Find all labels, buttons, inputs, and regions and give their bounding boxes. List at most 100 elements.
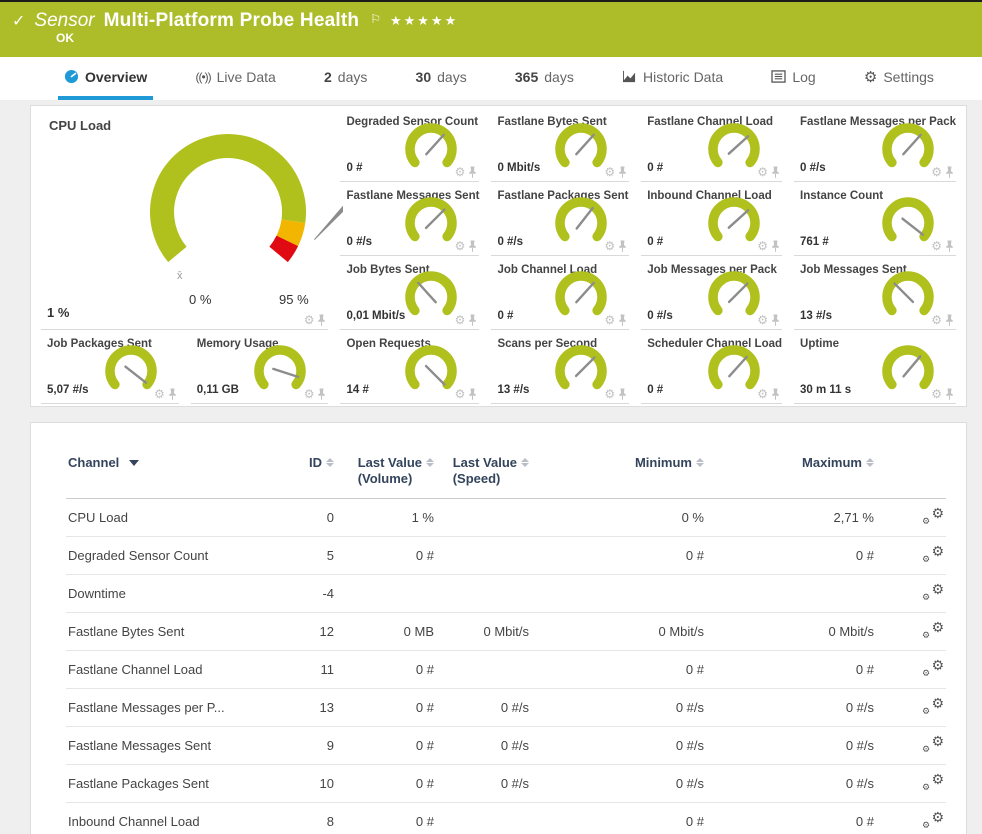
- pin-icon[interactable]: [168, 388, 177, 400]
- column-header-max[interactable]: Maximum: [706, 441, 876, 498]
- gauge: [401, 341, 461, 399]
- gauge-tile-uptime: Uptime30 m 11 s⚙: [794, 330, 956, 404]
- channel-settings-icon[interactable]: ⚙⚙: [922, 698, 944, 714]
- tab-settings[interactable]: ⚙Settings: [858, 57, 940, 100]
- gear-icon[interactable]: ⚙: [931, 315, 942, 325]
- cell-channel: Fastlane Messages per P...: [66, 688, 276, 726]
- average-marker: x̄: [177, 270, 183, 282]
- pin-icon[interactable]: [618, 388, 627, 400]
- pin-icon[interactable]: [945, 314, 954, 326]
- table-row-degraded-sensor-count[interactable]: Degraded Sensor Count50 #0 #0 #⚙⚙: [66, 536, 946, 574]
- column-header-channel[interactable]: Channel: [66, 441, 276, 498]
- cpu-gauge: [113, 130, 343, 300]
- pin-icon[interactable]: [771, 388, 780, 400]
- table-row-fastlane-bytes-sent[interactable]: Fastlane Bytes Sent120 MB0 Mbit/s0 Mbit/…: [66, 612, 946, 650]
- column-header-speed[interactable]: Last Value(Speed): [436, 441, 531, 498]
- sort-icon: [696, 458, 704, 467]
- gear-icon[interactable]: ⚙: [455, 315, 466, 325]
- gauge-value: 0 #: [647, 162, 663, 174]
- table-row-downtime[interactable]: Downtime-4⚙⚙: [66, 574, 946, 612]
- pin-icon[interactable]: [618, 314, 627, 326]
- column-header-volume[interactable]: Last Value(Volume): [336, 441, 436, 498]
- gauge-value: 761 #: [800, 236, 829, 248]
- cell-actions: ⚙⚙: [876, 536, 946, 574]
- cell-actions: ⚙⚙: [876, 802, 946, 834]
- channel-settings-icon[interactable]: ⚙⚙: [922, 546, 944, 562]
- pin-icon[interactable]: [317, 388, 326, 400]
- channel-settings-icon[interactable]: ⚙⚙: [922, 812, 944, 828]
- tab-log[interactable]: Log: [765, 57, 821, 100]
- pin-icon[interactable]: [468, 166, 477, 178]
- gear-icon[interactable]: ⚙: [931, 241, 942, 251]
- gear-icon[interactable]: ⚙: [931, 389, 942, 399]
- gear-icon[interactable]: ⚙: [604, 389, 615, 399]
- column-header-min[interactable]: Minimum: [531, 441, 706, 498]
- gauge-value: 30 m 11 s: [800, 384, 851, 396]
- priority-stars[interactable]: ★★★★★: [390, 13, 458, 29]
- gear-icon[interactable]: ⚙: [757, 315, 768, 325]
- pin-icon[interactable]: [618, 240, 627, 252]
- pin-icon[interactable]: [468, 388, 477, 400]
- channel-settings-icon[interactable]: ⚙⚙: [922, 584, 944, 600]
- tab-label: Live Data: [217, 69, 276, 85]
- gear-icon[interactable]: ⚙: [757, 389, 768, 399]
- table-row-fastlane-packages-sent[interactable]: Fastlane Packages Sent100 #0 #/s0 #/s0 #…: [66, 764, 946, 802]
- gear-icon[interactable]: ⚙: [604, 241, 615, 251]
- gear-icon[interactable]: ⚙: [304, 389, 315, 399]
- gear-icon[interactable]: ⚙: [604, 315, 615, 325]
- cell-channel: CPU Load: [66, 498, 276, 536]
- pin-icon[interactable]: [317, 314, 326, 326]
- column-header-id[interactable]: ID: [276, 441, 336, 498]
- log-icon: [771, 70, 786, 83]
- table-row-fastlane-messages-sent[interactable]: Fastlane Messages Sent90 #0 #/s0 #/s0 #/…: [66, 726, 946, 764]
- pin-icon[interactable]: [771, 166, 780, 178]
- gauge-tile-job-bytes-sent: Job Bytes Sent0,01 Mbit/s⚙: [340, 256, 479, 330]
- gauge: [250, 341, 310, 399]
- table-row-inbound-channel-load[interactable]: Inbound Channel Load80 #0 #0 #⚙⚙: [66, 802, 946, 834]
- sort-icon: [521, 458, 529, 467]
- pin-icon[interactable]: [945, 166, 954, 178]
- cell-id: 8: [276, 802, 336, 834]
- cell-max: 0 #/s: [706, 688, 876, 726]
- pin-icon[interactable]: [771, 240, 780, 252]
- pin-icon[interactable]: [945, 240, 954, 252]
- gear-icon[interactable]: ⚙: [154, 389, 165, 399]
- cell-id: 10: [276, 764, 336, 802]
- pin-icon[interactable]: [468, 240, 477, 252]
- channel-settings-icon[interactable]: ⚙⚙: [922, 736, 944, 752]
- gauge-value: 0 #: [647, 236, 663, 248]
- pin-icon[interactable]: [771, 314, 780, 326]
- gauge-needle: [427, 135, 444, 154]
- pin-icon[interactable]: [945, 388, 954, 400]
- pin-icon[interactable]: [618, 166, 627, 178]
- flag-icon[interactable]: ⚐: [370, 12, 381, 26]
- cell-actions: ⚙⚙: [876, 726, 946, 764]
- table-row-fastlane-channel-load[interactable]: Fastlane Channel Load110 #0 #0 #⚙⚙: [66, 650, 946, 688]
- gauge-tile-scheduler-channel-load: Scheduler Channel Load0 #⚙: [641, 330, 782, 404]
- tab-overview[interactable]: Overview: [58, 57, 153, 100]
- pin-icon[interactable]: [468, 314, 477, 326]
- gear-icon[interactable]: ⚙: [304, 315, 315, 325]
- scale-min-label: 0 %: [189, 292, 211, 307]
- gear-icon[interactable]: ⚙: [931, 167, 942, 177]
- tab-30-days[interactable]: 30days: [410, 57, 473, 100]
- table-row-fastlane-messages-per-p[interactable]: Fastlane Messages per P...130 #0 #/s0 #/…: [66, 688, 946, 726]
- channel-settings-icon[interactable]: ⚙⚙: [922, 622, 944, 638]
- gear-icon[interactable]: ⚙: [455, 241, 466, 251]
- channel-settings-icon[interactable]: ⚙⚙: [922, 774, 944, 790]
- gear-icon[interactable]: ⚙: [455, 167, 466, 177]
- content-area: CPU Load x̄ 0 % 95 % 1 % ⚙ Degraded Sens…: [0, 100, 982, 834]
- table-row-cpu-load[interactable]: CPU Load01 %0 %2,71 %⚙⚙: [66, 498, 946, 536]
- gear-icon[interactable]: ⚙: [757, 241, 768, 251]
- tab-live-data[interactable]: ((•))Live Data: [189, 57, 281, 100]
- channel-settings-icon[interactable]: ⚙⚙: [922, 660, 944, 676]
- channel-settings-icon[interactable]: ⚙⚙: [922, 508, 944, 524]
- cell-min: 0 Mbit/s: [531, 612, 706, 650]
- tab-bar: Overview ((•))Live Data 2days 30days 365days…: [0, 57, 982, 100]
- tab-2-days[interactable]: 2days: [318, 57, 373, 100]
- tab-historic-data[interactable]: Historic Data: [616, 57, 729, 100]
- gear-icon[interactable]: ⚙: [757, 167, 768, 177]
- tab-365-days[interactable]: 365days: [509, 57, 580, 100]
- gear-icon[interactable]: ⚙: [604, 167, 615, 177]
- gear-icon[interactable]: ⚙: [455, 389, 466, 399]
